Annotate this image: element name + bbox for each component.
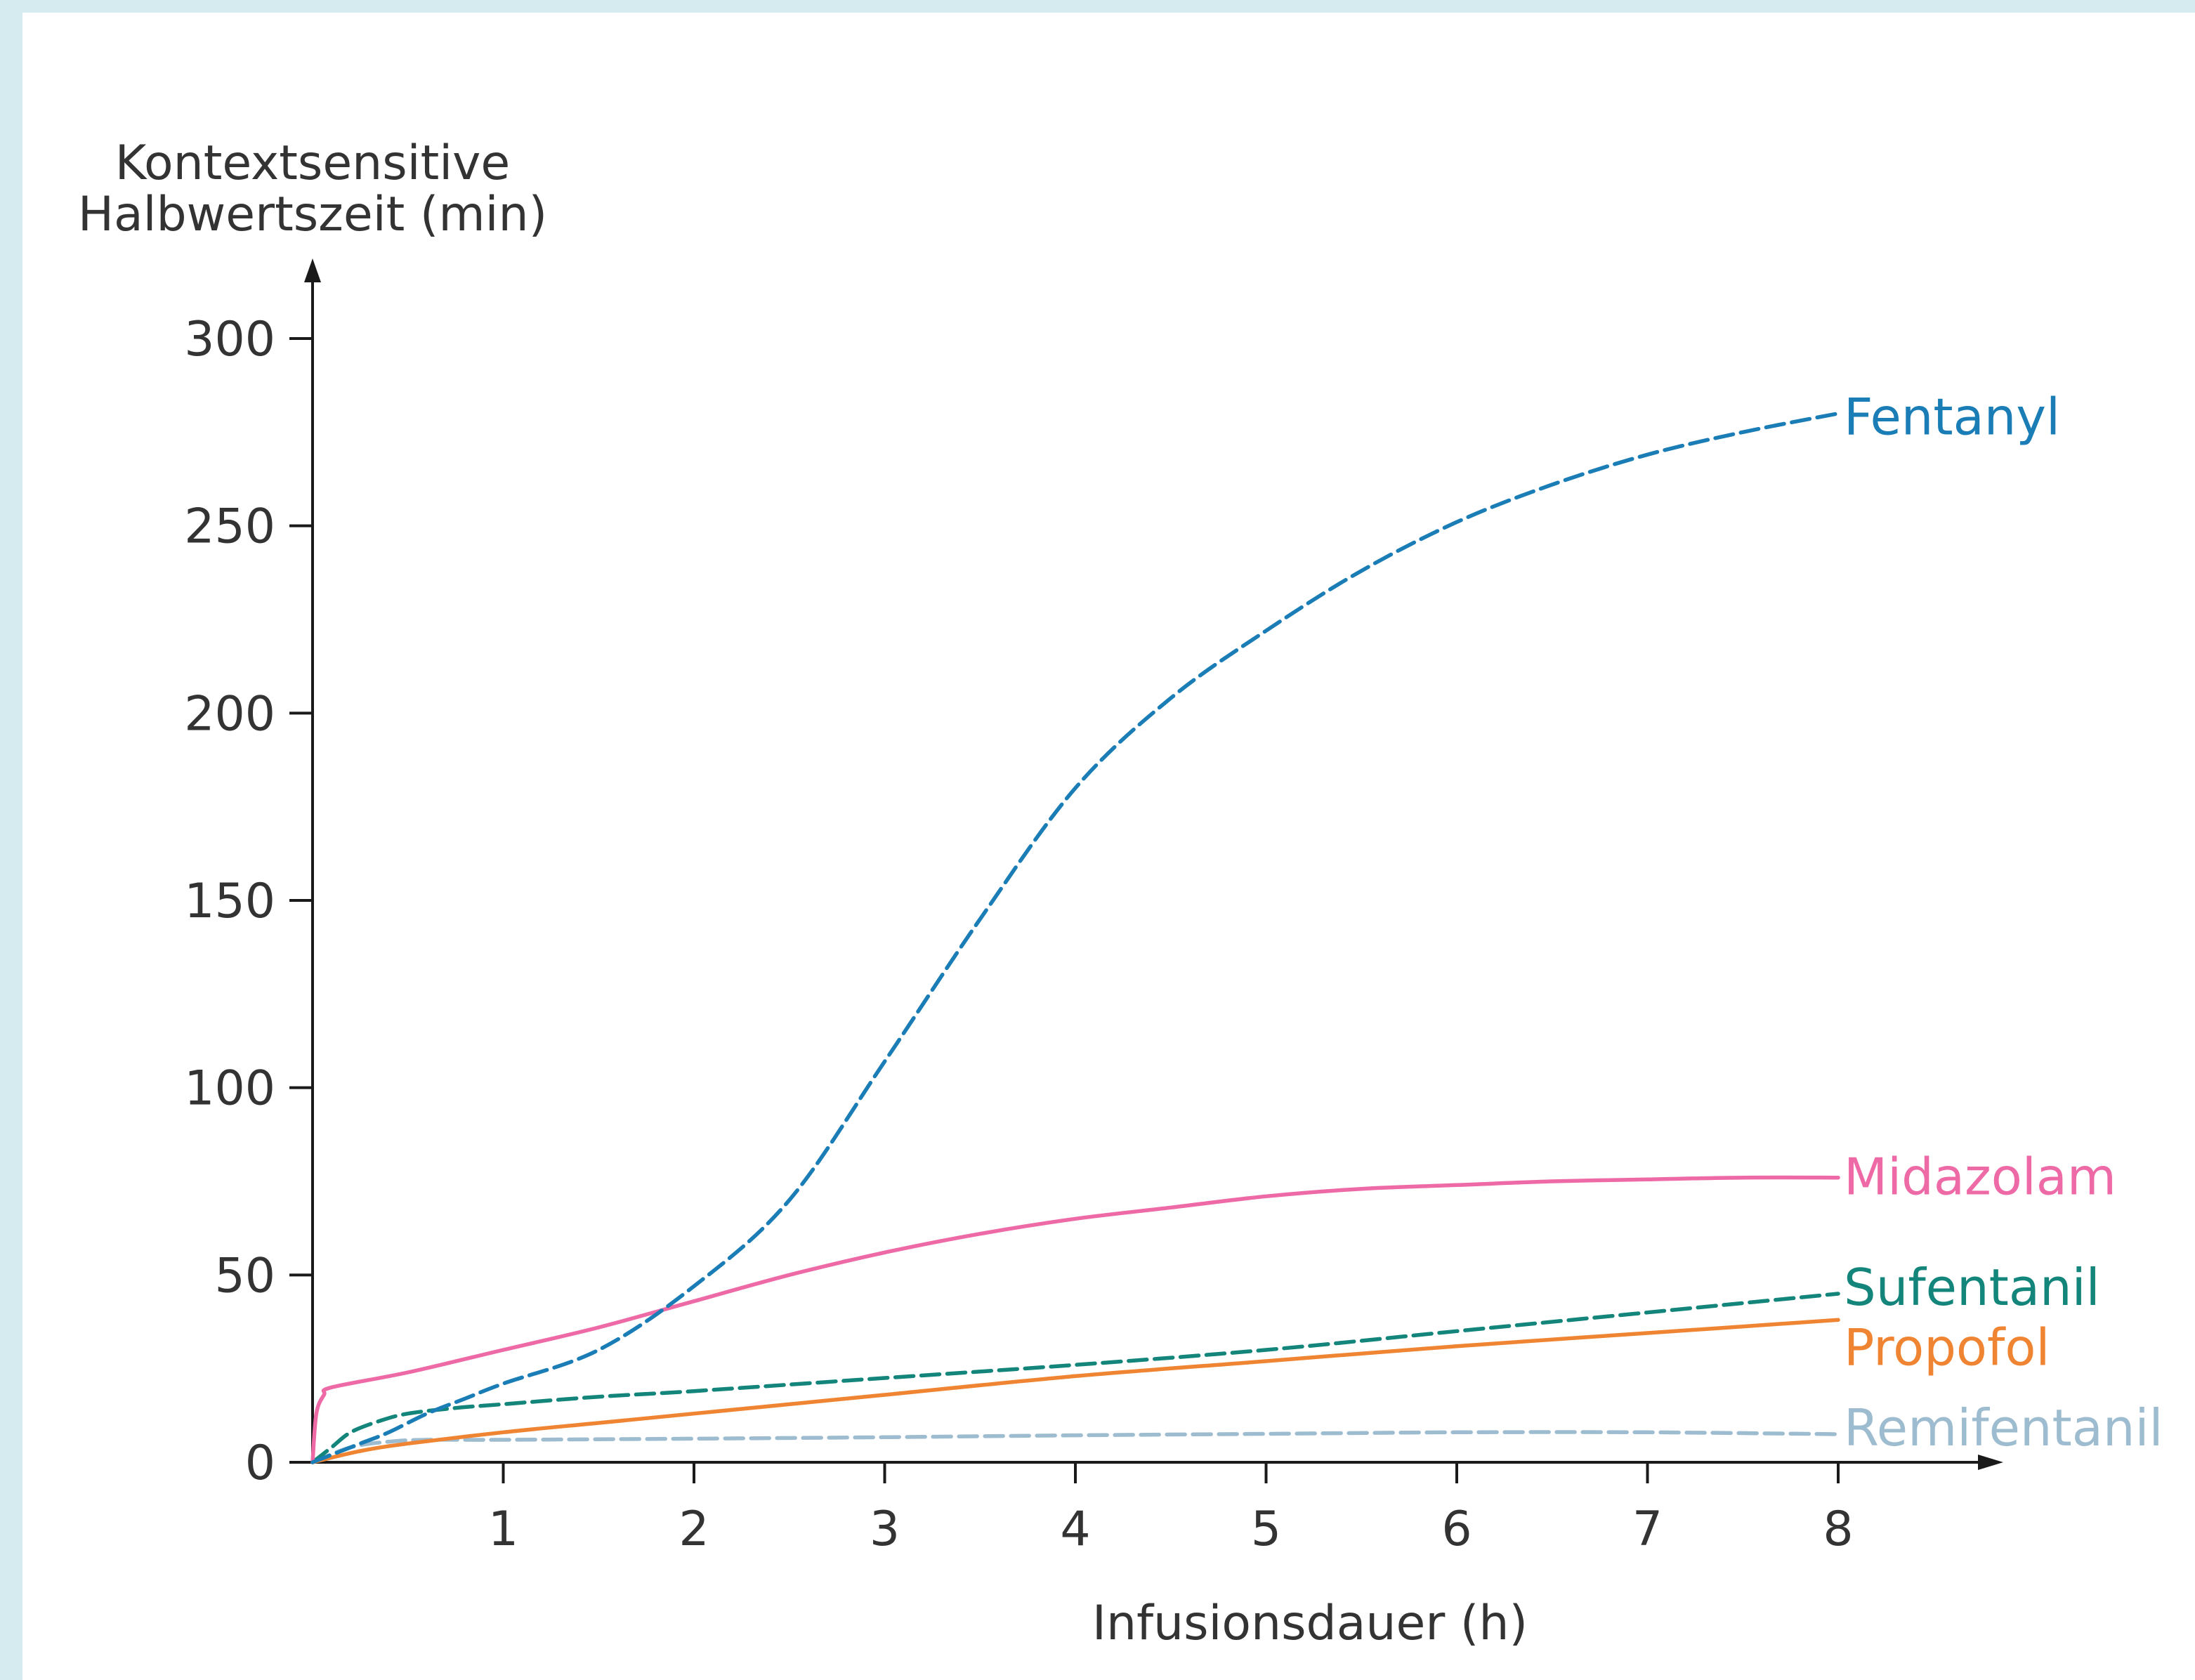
y-tick-label-250: 250: [184, 499, 275, 555]
y-tick-label-0: 0: [245, 1436, 275, 1491]
series-label-remifentanil: Remifentanil: [1844, 1398, 2163, 1457]
x-tick-label-5: 5: [1251, 1502, 1281, 1557]
x-tick-label-3: 3: [870, 1502, 900, 1557]
series-label-sufentanil: Sufentanil: [1844, 1258, 2100, 1317]
ticks: 0 50 100 150 200 250 300 1 2 3 4 5 6 7 8: [184, 312, 1853, 1557]
series-label-propofol: Propofol: [1844, 1318, 2050, 1377]
y-axis-arrow: [304, 258, 321, 282]
series-label-fentanyl: Fentanyl: [1844, 388, 2060, 447]
x-tick-label-8: 8: [1823, 1502, 1853, 1557]
y-axis-title-line1: Kontextsensitive: [115, 136, 510, 191]
series-line-midazolam: [310, 1175, 1840, 1464]
series-line-propofol: [310, 1318, 1840, 1464]
y-tick-label-200: 200: [184, 686, 275, 742]
x-axis-title: Infusionsdauer (h): [1092, 1596, 1528, 1651]
x-tick-label-2: 2: [679, 1502, 709, 1557]
y-tick-label-100: 100: [184, 1061, 275, 1117]
x-axis-arrow: [1978, 1455, 2003, 1470]
y-tick-label-50: 50: [214, 1248, 275, 1304]
series-line-remifentanil: [310, 1430, 1840, 1464]
x-tick-label-7: 7: [1632, 1502, 1663, 1557]
series-label-midazolam: Midazolam: [1844, 1148, 2116, 1207]
x-tick-label-6: 6: [1441, 1502, 1472, 1557]
series-lines: [310, 411, 1840, 1464]
series-line-sufentanil: [310, 1292, 1840, 1464]
axes: [294, 258, 2003, 1470]
y-axis-title-line2: Halbwertszeit (min): [78, 187, 547, 242]
series-line-fentanyl: [310, 411, 1840, 1464]
x-tick-label-1: 1: [488, 1502, 518, 1557]
x-tick-label-4: 4: [1060, 1502, 1090, 1557]
y-tick-label-150: 150: [184, 874, 275, 929]
y-tick-label-300: 300: [184, 312, 275, 367]
chart-background: [22, 13, 2195, 1680]
